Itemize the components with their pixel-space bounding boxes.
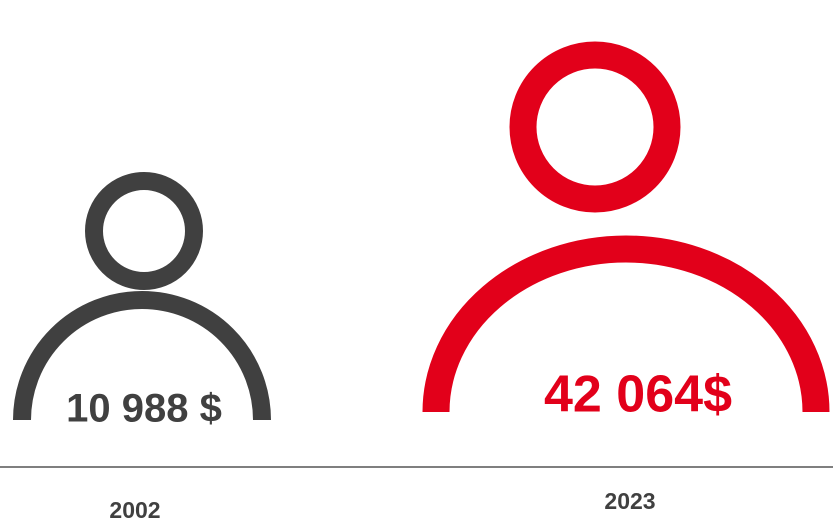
- year-label: 2023: [604, 488, 655, 514]
- year-label: 2002: [109, 497, 160, 523]
- icon-head: [85, 172, 203, 290]
- amount-label: 10 988 $: [66, 387, 222, 431]
- person-icon: [422, 41, 830, 413]
- icon-head: [509, 41, 681, 213]
- icon-body: [13, 291, 271, 421]
- amount-label: 42 064$: [544, 366, 732, 424]
- person-icon: [13, 172, 271, 421]
- icon-body: [422, 235, 830, 413]
